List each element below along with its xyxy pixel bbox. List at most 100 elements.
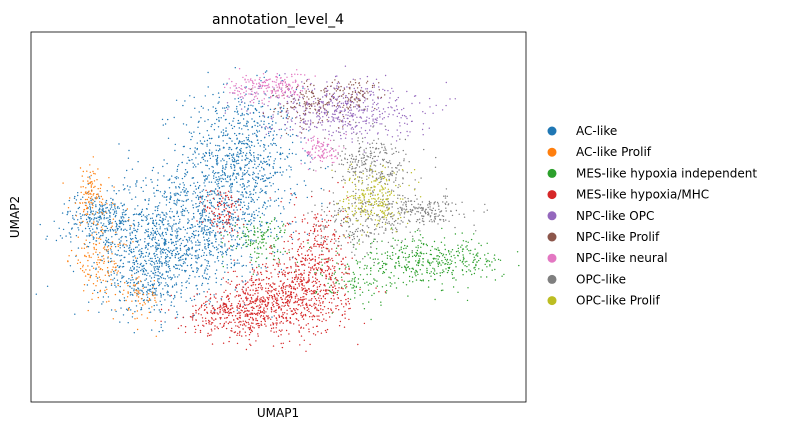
data-point <box>236 262 238 264</box>
data-point <box>107 249 109 251</box>
data-point <box>91 198 93 200</box>
data-point <box>181 285 183 287</box>
data-point <box>277 263 279 265</box>
data-point <box>153 261 155 264</box>
data-point <box>439 252 441 254</box>
data-point <box>223 206 226 208</box>
data-point <box>157 280 159 282</box>
data-point <box>162 277 165 279</box>
data-point <box>242 174 244 176</box>
data-point <box>324 262 326 264</box>
data-point <box>304 287 306 289</box>
data-point <box>203 227 205 229</box>
data-point <box>243 143 246 145</box>
data-point <box>273 255 275 257</box>
data-point <box>208 240 211 242</box>
data-point <box>393 247 395 249</box>
data-point <box>93 193 95 195</box>
data-point <box>328 267 330 269</box>
data-point <box>73 218 75 221</box>
data-point <box>308 328 310 330</box>
data-point <box>95 224 97 226</box>
data-point <box>265 263 267 265</box>
data-point <box>260 314 262 317</box>
data-point <box>298 324 300 326</box>
data-point <box>106 190 108 192</box>
data-point <box>427 286 430 288</box>
data-point <box>249 261 251 264</box>
data-point <box>175 237 177 239</box>
data-point <box>128 247 130 249</box>
data-point <box>306 291 308 293</box>
data-point <box>230 184 232 186</box>
data-point <box>178 260 180 262</box>
data-point <box>317 262 320 265</box>
data-point <box>220 245 222 248</box>
data-point <box>315 292 318 294</box>
data-point <box>312 276 314 278</box>
data-point <box>98 216 101 219</box>
data-point <box>163 249 165 251</box>
data-point <box>337 237 340 240</box>
data-point <box>221 296 223 298</box>
data-point <box>234 296 236 298</box>
data-point <box>83 208 86 211</box>
data-point <box>434 278 436 281</box>
data-point <box>236 230 238 233</box>
data-point <box>103 262 105 264</box>
data-point <box>174 264 177 266</box>
data-point <box>147 299 149 302</box>
data-point <box>99 259 102 261</box>
data-point <box>255 109 258 111</box>
data-point <box>240 152 242 155</box>
data-point <box>89 234 92 236</box>
data-point <box>187 241 189 243</box>
data-point <box>314 280 317 283</box>
data-point <box>311 318 314 321</box>
data-point <box>276 235 278 238</box>
data-point <box>434 248 436 250</box>
data-point <box>222 171 224 173</box>
data-point <box>449 259 451 261</box>
data-point <box>333 283 335 285</box>
data-point <box>155 260 157 263</box>
data-point <box>321 202 323 205</box>
data-point <box>151 227 154 230</box>
data-point <box>359 267 361 269</box>
data-point <box>147 248 149 250</box>
data-point <box>246 228 249 231</box>
data-point <box>245 196 247 199</box>
data-point <box>203 236 205 238</box>
data-point <box>165 239 167 241</box>
data-point <box>90 174 92 177</box>
data-point <box>224 305 227 307</box>
data-point <box>426 269 428 272</box>
data-point <box>175 253 177 255</box>
data-point <box>144 238 146 240</box>
data-point <box>268 165 271 167</box>
data-point <box>214 235 216 237</box>
data-point <box>114 216 117 218</box>
data-point <box>296 250 299 253</box>
data-point <box>106 227 109 230</box>
data-point <box>90 199 92 202</box>
data-point <box>115 286 117 288</box>
data-point <box>107 250 109 253</box>
data-point <box>188 220 190 222</box>
data-point <box>77 247 80 249</box>
data-point <box>180 205 183 208</box>
data-point <box>260 299 262 301</box>
data-point <box>223 324 225 326</box>
data-point <box>426 272 428 274</box>
data-point <box>253 145 256 147</box>
data-point <box>86 193 88 195</box>
data-point <box>334 238 336 240</box>
data-point <box>231 199 233 202</box>
data-point <box>193 237 195 239</box>
data-point <box>113 272 115 274</box>
data-point <box>108 209 110 211</box>
data-point <box>273 300 275 302</box>
data-point <box>155 301 157 303</box>
data-point <box>147 244 150 247</box>
data-point <box>306 155 309 157</box>
